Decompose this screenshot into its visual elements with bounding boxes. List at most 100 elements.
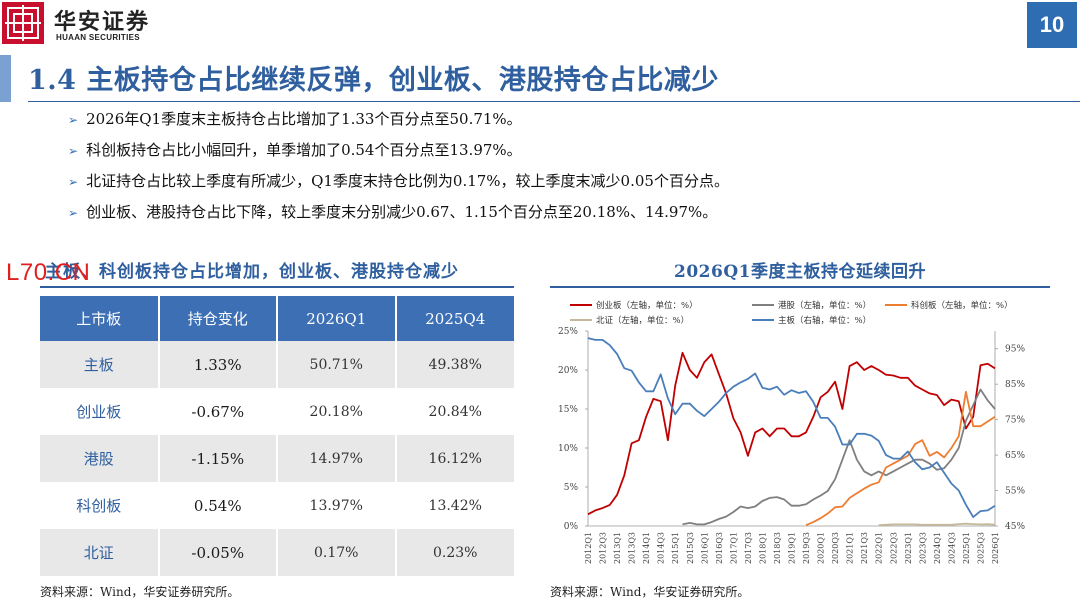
left-tick-label: 5%: [564, 483, 579, 493]
x-tick-label: 2020Q3: [831, 532, 840, 564]
left-tick-label: 0%: [564, 522, 579, 532]
series-line: [878, 522, 996, 527]
left-tick-label: 10%: [558, 444, 578, 454]
page-number: 10: [1027, 2, 1077, 48]
x-tick-label: 2016Q1: [700, 532, 709, 564]
cell-board: 主板: [40, 341, 160, 388]
cell-2025q4: 13.42%: [395, 482, 514, 529]
chart-series: [587, 337, 996, 527]
legend-label: 北证（左轴，单位：%）: [596, 315, 689, 326]
watermark-text: L70.CN: [6, 259, 91, 286]
cell-board: 创业板: [40, 388, 160, 435]
bullet-text: 科创板持仓占比小幅回升，单季增加了0.54个百分点至13.97%。: [86, 141, 522, 159]
cell-2026q1: 13.97%: [277, 482, 397, 529]
x-tick-label: 2022Q3: [889, 532, 898, 564]
x-tick-label: 2023Q1: [904, 532, 913, 564]
cell-change: -1.15%: [158, 435, 278, 482]
page-title: 1.4 主板持仓占比继续反弹，创业板、港股持仓占比减少: [28, 65, 719, 96]
x-tick-label: 2025Q1: [962, 532, 971, 564]
cell-board: 科创板: [40, 482, 160, 529]
x-tick-label: 2021Q1: [846, 532, 855, 564]
x-tick-label: 2013Q3: [628, 532, 637, 564]
x-tick-label: 2026Q1: [991, 532, 1000, 564]
holdings-line-chart: 创业板（左轴，单位：%） 港股（左轴，单位：%） 科创板（左轴，单位：%） 北证（左轴…: [558, 300, 1025, 564]
table-row: 创业板 -0.67% 20.18% 20.84%: [40, 388, 514, 435]
table-source-note: 资料来源：Wind，华安证券研究所。: [40, 585, 240, 599]
table-row: 港股 -1.15% 14.97% 16.12%: [40, 435, 514, 482]
x-tick-label: 2021Q3: [860, 532, 869, 564]
bullet-text: 2026年Q1季度末主板持仓占比增加了1.33个百分点至50.71%。: [86, 110, 522, 128]
bullet-item: ➢ 科创板持仓占比小幅回升，单季增加了0.54个百分点至13.97%。: [68, 139, 729, 170]
cell-2026q1: 0.17%: [277, 529, 397, 576]
right-tick-label: 95%: [1005, 345, 1025, 355]
summary-bullets: ➢ 2026年Q1季度末主板持仓占比增加了1.33个百分点至50.71%。 ➢ 科创…: [68, 108, 729, 232]
chart-title-divider: [550, 286, 1050, 288]
legend-label: 港股（左轴，单位：%）: [778, 300, 871, 311]
right-tick-label: 85%: [1005, 380, 1025, 390]
x-tick-label: 2025Q3: [976, 532, 985, 564]
x-tick-label: 2012Q3: [599, 532, 608, 564]
table-row: 北证 -0.05% 0.17% 0.23%: [40, 529, 514, 576]
cell-2025q4: 0.23%: [395, 529, 514, 576]
left-tick-label: 20%: [558, 366, 578, 376]
cell-board: 北证: [40, 529, 160, 576]
cell-change: -0.67%: [158, 388, 278, 435]
holdings-table: 上市板 持仓变化 2026Q1 2025Q4 主板 1.33% 50.71% 4…: [40, 296, 514, 576]
left-tick-label: 15%: [558, 405, 578, 415]
right-tick-label: 45%: [1005, 522, 1025, 532]
x-tick-label: 2019Q1: [788, 532, 797, 564]
cell-2025q4: 16.12%: [395, 435, 514, 482]
header-2026q1: 2026Q1: [277, 296, 397, 341]
series-line: [587, 351, 996, 516]
x-tick-label: 2017Q3: [744, 532, 753, 564]
bullet-item: ➢ 2026年Q1季度末主板持仓占比增加了1.33个百分点至50.71%。: [68, 108, 729, 139]
cell-2026q1: 14.97%: [277, 435, 397, 482]
bullet-arrow-icon: ➢: [68, 175, 79, 189]
left-y-axis: 0% 5% 10% 15% 20% 25%: [558, 327, 589, 532]
chart-source-note: 资料来源：Wind，华安证券研究所。: [550, 585, 750, 599]
x-tick-label: 2015Q1: [671, 532, 680, 564]
table-row: 科创板 0.54% 13.97% 13.42%: [40, 482, 514, 529]
x-axis: 2012Q1 2012Q3 2013Q1 2013Q3 2014Q1 2014Q3 2015…: [584, 525, 1000, 564]
title-accent-bar: [0, 55, 11, 102]
right-y-axis: 45% 55% 65% 75% 85% 95%: [994, 331, 1025, 532]
table-title-divider: [40, 286, 514, 288]
x-tick-label: 2023Q3: [918, 532, 927, 564]
x-tick-label: 2014Q3: [657, 532, 666, 564]
right-tick-label: 55%: [1005, 487, 1025, 497]
cell-change: -0.05%: [158, 529, 278, 576]
table-row: 主板 1.33% 50.71% 49.38%: [40, 341, 514, 388]
x-tick-label: 2016Q3: [715, 532, 724, 564]
cell-board: 港股: [40, 435, 160, 482]
left-tick-label: 25%: [558, 327, 578, 337]
header-change: 持仓变化: [158, 296, 278, 341]
cell-2025q4: 20.84%: [395, 388, 514, 435]
series-line: [682, 388, 996, 526]
cell-change: 0.54%: [158, 482, 278, 529]
title-divider: [28, 101, 1080, 102]
x-tick-label: 2014Q1: [642, 532, 651, 564]
header-board: 上市板: [40, 296, 160, 341]
bullet-arrow-icon: ➢: [68, 113, 79, 127]
x-tick-label: 2022Q1: [875, 532, 884, 564]
x-tick-label: 2019Q3: [802, 532, 811, 564]
x-tick-label: 2015Q3: [686, 532, 695, 564]
cell-2026q1: 50.71%: [277, 341, 397, 388]
x-tick-label: 2012Q1: [584, 532, 593, 564]
cell-2026q1: 20.18%: [277, 388, 397, 435]
bullet-text: 创业板、港股持仓占比下降，较上季度末分别减少0.67、1.15个百分点至20.1…: [86, 203, 718, 221]
bullet-arrow-icon: ➢: [68, 144, 79, 158]
right-tick-label: 75%: [1005, 416, 1025, 426]
brand-name-en: HUAAN SECURITIES: [56, 33, 140, 42]
x-tick-label: 2017Q1: [729, 532, 738, 564]
table-title: 主板、科创板持仓占比增加，创业板、港股持仓减少: [45, 262, 459, 282]
legend-label: 主板（右轴，单位：%）: [778, 315, 871, 326]
bullet-item: ➢ 北证持仓占比较上季度有所减少，Q1季度末持仓比例为0.17%，较上季度末减少0…: [68, 170, 729, 201]
header-2025q4: 2025Q4: [395, 296, 514, 341]
legend-label: 创业板（左轴，单位：%）: [596, 300, 698, 311]
brand-logo: [2, 2, 44, 44]
bullet-text: 北证持仓占比较上季度有所减少，Q1季度末持仓比例为0.17%，较上季度末减少0.…: [86, 172, 729, 190]
chart-title: 2026Q1季度主板持仓延续回升: [674, 262, 926, 282]
logo-mark-icon: [2, 2, 44, 44]
x-tick-label: 2018Q3: [773, 532, 782, 564]
